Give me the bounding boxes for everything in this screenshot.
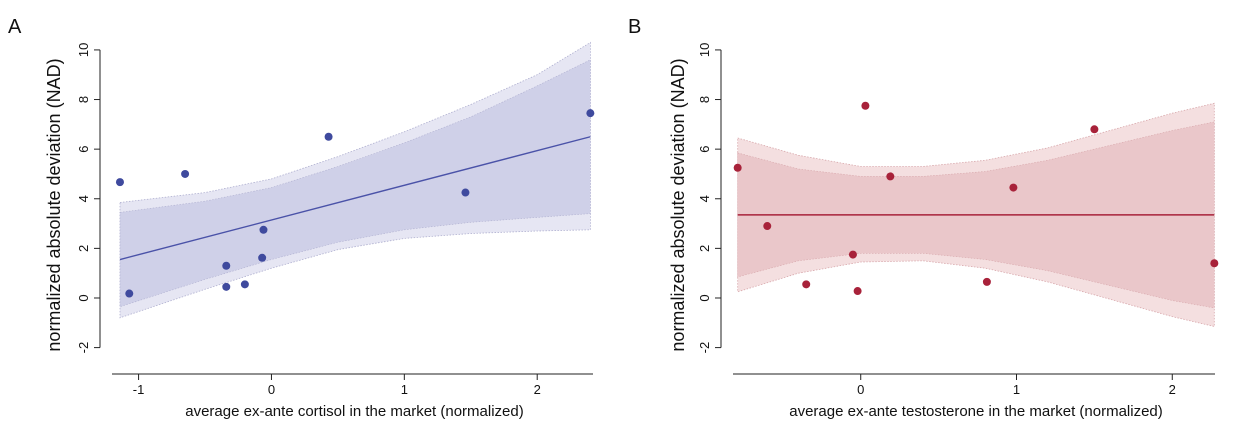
y-tick-label: 10	[697, 43, 712, 57]
y-tick-label: 10	[76, 43, 91, 57]
y-tick-label: 8	[697, 96, 712, 103]
y-axis-label: normalized absolute deviation (NAD)	[668, 58, 688, 351]
x-tick-label: 0	[268, 382, 275, 397]
y-tick-label: 6	[697, 146, 712, 153]
data-point	[240, 280, 249, 289]
y-tick-label: -2	[697, 342, 712, 354]
x-tick-label: 0	[857, 382, 864, 397]
y-tick-label: -2	[76, 342, 91, 354]
x-tick-label: 2	[1169, 382, 1176, 397]
y-tick-label: 0	[76, 294, 91, 301]
x-tick-label: 2	[534, 382, 541, 397]
y-tick-label: 4	[76, 195, 91, 202]
data-point	[125, 289, 134, 298]
data-point	[848, 250, 857, 259]
y-tick-label: 6	[76, 146, 91, 153]
panel-label: B	[628, 16, 641, 38]
data-point	[886, 172, 895, 181]
x-axis-label: average ex-ante cortisol in the market (…	[185, 403, 523, 420]
data-point	[982, 277, 991, 286]
x-tick-label: 1	[1013, 382, 1020, 397]
chart-panel-b: 0 1 2 average ex-ante testosterone in the m…	[628, 16, 1219, 420]
data-point	[763, 222, 772, 231]
data-point	[258, 253, 267, 262]
data-point	[1210, 259, 1219, 268]
y-tick-label: 2	[76, 245, 91, 252]
data-point	[222, 261, 231, 270]
data-point	[802, 280, 811, 289]
y-tick-label: 8	[76, 96, 91, 103]
data-point	[461, 188, 470, 197]
data-point	[861, 101, 870, 110]
y-tick-label: 0	[697, 294, 712, 301]
data-point	[259, 225, 268, 234]
data-point	[222, 282, 231, 291]
x-tick-label: -1	[133, 382, 145, 397]
data-point	[853, 287, 862, 296]
chart-panel-a: -1 0 1 2 average ex-ante cortisol in the mar…	[8, 16, 595, 420]
y-tick-label: 4	[697, 195, 712, 202]
data-point	[733, 163, 742, 172]
data-point	[115, 178, 124, 187]
data-point	[1009, 183, 1018, 192]
confidence-band-inner	[119, 59, 591, 308]
data-point	[1090, 125, 1099, 134]
data-point	[586, 109, 595, 118]
regression-line	[119, 136, 591, 261]
x-axis-label: average ex-ante testosterone in the mark…	[789, 403, 1163, 420]
panel-label: A	[8, 16, 22, 38]
data-point	[324, 132, 333, 141]
y-axis-label: normalized absolute deviation (NAD)	[44, 58, 64, 351]
x-tick-label: 1	[401, 382, 408, 397]
data-point	[181, 169, 190, 178]
y-tick-label: 2	[697, 245, 712, 252]
